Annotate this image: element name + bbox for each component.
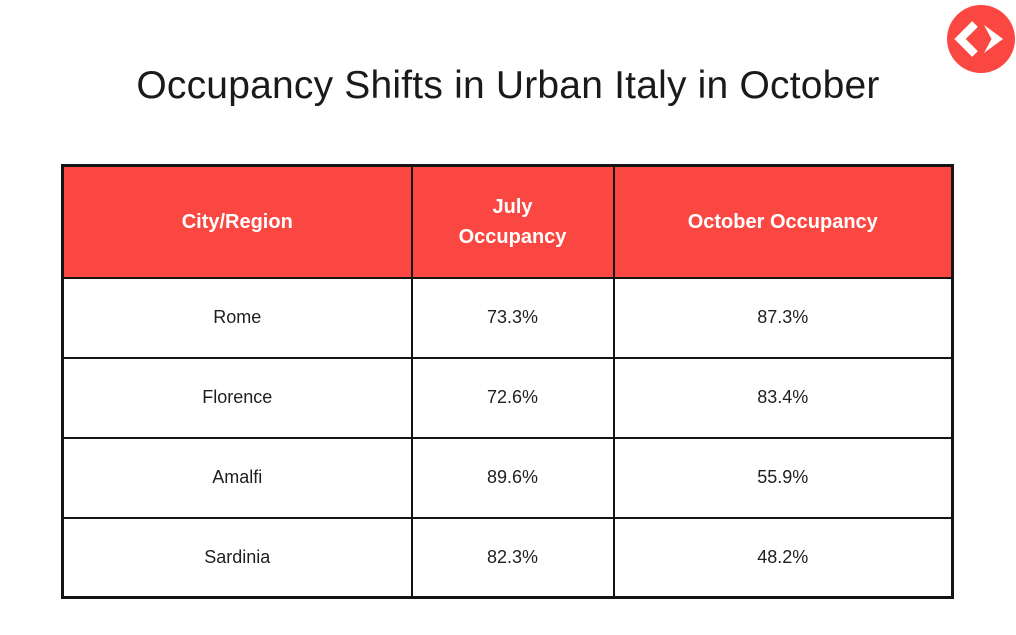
table-row-sardinia: Sardinia 82.3% 48.2% bbox=[61, 516, 954, 599]
cell-city: Rome bbox=[61, 276, 413, 359]
table-header: City/Region July Occupancy October Occup… bbox=[61, 164, 954, 279]
table-body: Rome 73.3% 87.3% Florence 72.6% 83.4% Am… bbox=[61, 276, 954, 599]
cell-october-occupancy: 83.4% bbox=[612, 356, 954, 439]
occupancy-table: City/Region July Occupancy October Occup… bbox=[61, 164, 954, 599]
cell-city: Florence bbox=[61, 356, 413, 439]
page-title: Occupancy Shifts in Urban Italy in Octob… bbox=[136, 64, 880, 107]
table-row-florence: Florence 72.6% 83.4% bbox=[61, 356, 954, 439]
cell-july-occupancy: 82.3% bbox=[410, 516, 615, 599]
code-brackets-logo-icon bbox=[947, 5, 1015, 73]
col-header-october-occupancy: October Occupancy bbox=[612, 164, 954, 279]
cell-july-occupancy: 72.6% bbox=[410, 356, 615, 439]
header-row: City/Region July Occupancy October Occup… bbox=[61, 164, 954, 279]
col-header-city-region: City/Region bbox=[61, 164, 413, 279]
cell-city: Sardinia bbox=[61, 516, 413, 599]
cell-october-occupancy: 48.2% bbox=[612, 516, 954, 599]
cell-october-occupancy: 87.3% bbox=[612, 276, 954, 359]
cell-july-occupancy: 89.6% bbox=[410, 436, 615, 519]
cell-city: Amalfi bbox=[61, 436, 413, 519]
table-row-amalfi: Amalfi 89.6% 55.9% bbox=[61, 436, 954, 519]
table-row-rome: Rome 73.3% 87.3% bbox=[61, 276, 954, 359]
cell-july-occupancy: 73.3% bbox=[410, 276, 615, 359]
col-header-july-occupancy: July Occupancy bbox=[410, 164, 615, 279]
cell-october-occupancy: 55.9% bbox=[612, 436, 954, 519]
